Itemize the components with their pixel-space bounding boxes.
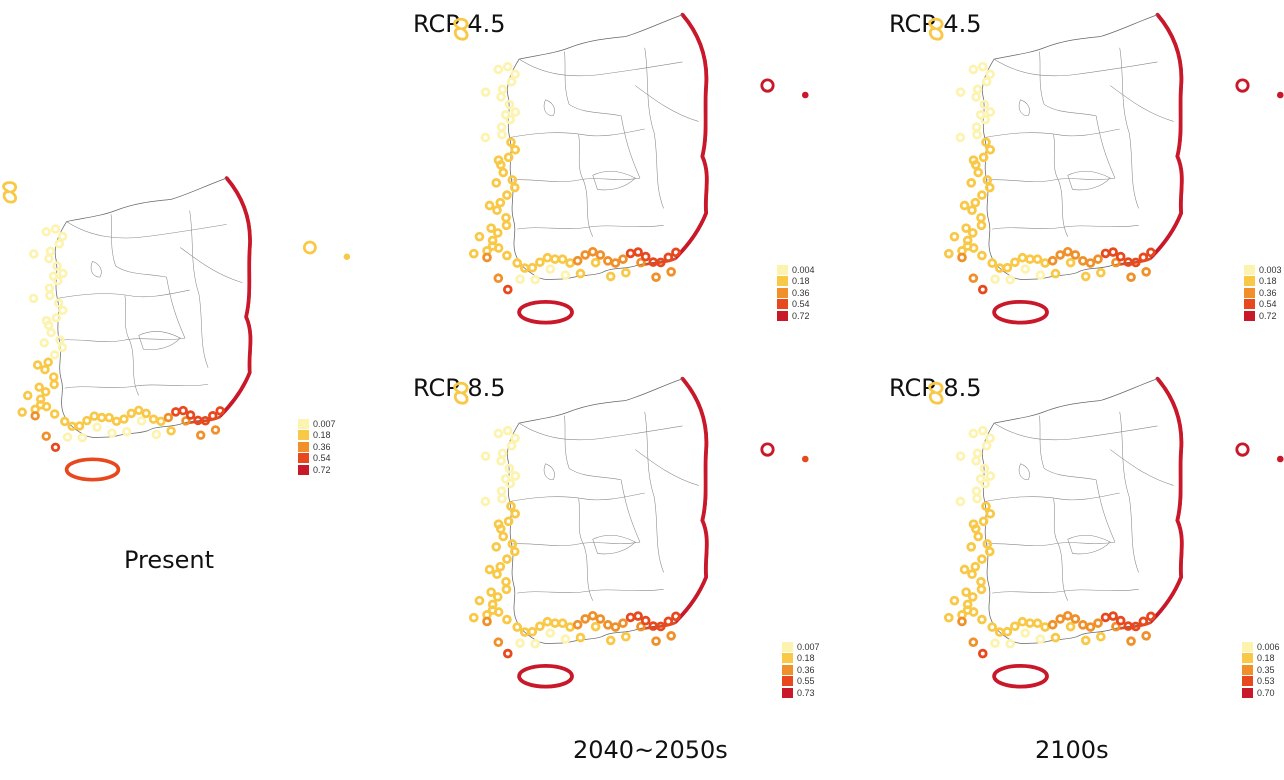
- legend-value: 0.36: [313, 441, 331, 452]
- caption-mid: 2040~2050s: [573, 736, 728, 764]
- korea-map-rcp85-2100: [928, 376, 1284, 689]
- caption-present: Present: [124, 546, 215, 574]
- korea-map-rcp85-2040: [453, 376, 809, 689]
- korea-map-rcp45-2100: [928, 12, 1284, 325]
- map-present: [0, 170, 370, 510]
- legend-value: 0.73: [797, 687, 815, 698]
- legend-rcp45-2040: 0.004 0.18 0.36 0.54 0.72: [777, 264, 815, 322]
- panel-title-rcp85-2100: RCP 8.5: [889, 374, 982, 402]
- legend-value: 0.36: [797, 664, 815, 675]
- korea-map-rcp45-2040: [453, 12, 809, 325]
- legend-value: 0.007: [797, 641, 820, 652]
- legend-value: 0.72: [792, 310, 810, 321]
- legend-value: 0.54: [792, 299, 810, 310]
- legend-value: 0.18: [1259, 276, 1277, 287]
- legend-value: 0.70: [1257, 687, 1275, 698]
- legend-value: 0.36: [792, 287, 810, 298]
- legend-value: 0.007: [313, 418, 336, 429]
- map-rcp45-2100: [915, 10, 1284, 350]
- legend-value: 0.55: [797, 676, 815, 687]
- caption-end: 2100s: [1035, 736, 1109, 764]
- legend-value: 0.53: [1257, 676, 1275, 687]
- legend-row: 0.18: [298, 430, 336, 442]
- legend-value: 0.72: [1259, 310, 1277, 321]
- map-rcp85-2100: [915, 374, 1284, 714]
- legend-value: 0.18: [797, 653, 815, 664]
- legend-row: 0.007: [298, 418, 336, 430]
- legend-value: 0.54: [313, 453, 331, 464]
- legend-row: 0.72: [298, 464, 336, 476]
- panel-title-rcp45-2100: RCP 4.5: [889, 10, 982, 38]
- legend-row: 0.36: [298, 441, 336, 453]
- legend-value: 0.18: [313, 430, 331, 441]
- legend-value: 0.72: [313, 464, 331, 475]
- map-rcp85-2040: [440, 374, 840, 714]
- legend-value: 0.003: [1259, 264, 1282, 275]
- legend-rcp85-2100: 0.006 0.18 0.35 0.53 0.70: [1242, 641, 1280, 699]
- legend-value: 0.35: [1257, 664, 1275, 675]
- panel-title-rcp85-2040: RCP 8.5: [413, 374, 506, 402]
- legend-rcp45-2100: 0.003 0.18 0.36 0.54 0.72: [1244, 264, 1282, 322]
- legend-value: 0.18: [1257, 653, 1275, 664]
- map-rcp45-2040: [440, 10, 840, 350]
- legend-value: 0.006: [1257, 641, 1280, 652]
- korea-map-present: [2, 176, 351, 482]
- legend-value: 0.18: [792, 276, 810, 287]
- legend-present: 0.007 0.18 0.36 0.54 0.72: [298, 418, 336, 476]
- legend-value: 0.36: [1259, 287, 1277, 298]
- panel-title-rcp45-2040: RCP 4.5: [413, 10, 506, 38]
- legend-value: 0.004: [792, 264, 815, 275]
- legend-row: 0.54: [298, 453, 336, 465]
- legend-value: 0.54: [1259, 299, 1277, 310]
- legend-rcp85-2040: 0.007 0.18 0.36 0.55 0.73: [782, 641, 820, 699]
